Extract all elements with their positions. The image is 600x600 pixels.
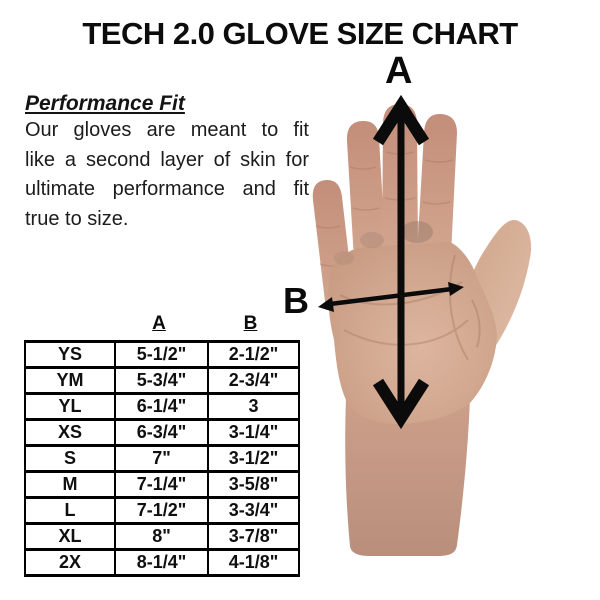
arrow-a <box>372 94 430 430</box>
table-row: L 7-1/2" 3-3/4" <box>24 496 300 525</box>
b-cell: 4-1/8" <box>207 548 300 577</box>
size-cell: M <box>24 470 116 499</box>
a-cell: 7-1/4" <box>114 470 209 499</box>
table-row: 2X 8-1/4" 4-1/8" <box>24 548 300 577</box>
table-column-header-a: A <box>152 313 166 334</box>
table-row: YL 6-1/4" 3 <box>24 392 300 421</box>
size-cell: L <box>24 496 116 525</box>
size-cell: YS <box>24 340 116 369</box>
pinky-finger <box>312 179 355 310</box>
hand-fingers <box>312 104 457 310</box>
length-label-a: A <box>385 50 413 92</box>
size-cell: 2X <box>24 548 116 577</box>
intro-paragraph: Our gloves are meant to fit like a secon… <box>25 116 309 234</box>
size-cell: XS <box>24 418 116 447</box>
b-cell: 3 <box>207 392 300 421</box>
a-cell: 7" <box>114 444 209 473</box>
intro-line: true to size. <box>25 207 129 230</box>
a-cell: 5-3/4" <box>114 366 209 395</box>
a-cell: 5-1/2" <box>114 340 209 369</box>
table-row: YM 5-3/4" 2-3/4" <box>24 366 300 395</box>
size-cell: YL <box>24 392 116 421</box>
index-finger <box>417 113 457 255</box>
b-cell: 3-3/4" <box>207 496 300 525</box>
finger-creases <box>315 151 454 267</box>
thumb <box>462 219 532 361</box>
size-cell: YM <box>24 366 116 395</box>
palm <box>328 242 497 424</box>
width-label-b: B <box>283 280 309 321</box>
palm-creases <box>339 254 481 361</box>
b-cell: 2-3/4" <box>207 366 300 395</box>
a-cell: 8-1/4" <box>114 548 209 577</box>
table-column-header-b: B <box>243 313 258 334</box>
wrist <box>345 398 470 556</box>
arrow-b <box>318 282 464 312</box>
performance-fit-heading: Performance Fit <box>25 92 185 115</box>
middle-finger <box>382 104 418 255</box>
b-cell: 3-1/2" <box>207 444 300 473</box>
size-cell: S <box>24 444 116 473</box>
page-title: TECH 2.0 GLOVE SIZE CHART <box>82 16 518 51</box>
palm-shadows <box>334 221 433 265</box>
table-row: YS 5-1/2" 2-1/2" <box>24 340 300 369</box>
intro-line: Our gloves are meant to fit <box>25 119 309 141</box>
a-cell: 6-3/4" <box>114 418 209 447</box>
table-row: XS 6-3/4" 3-1/4" <box>24 418 300 447</box>
table-row: S 7" 3-1/2" <box>24 444 300 473</box>
table-row: M 7-1/4" 3-5/8" <box>24 470 300 499</box>
b-cell: 3-7/8" <box>207 522 300 551</box>
intro-line: ultimate performance and fit <box>25 178 309 200</box>
b-cell: 3-5/8" <box>207 470 300 499</box>
a-cell: 6-1/4" <box>114 392 209 421</box>
table-row: XL 8" 3-7/8" <box>24 522 300 551</box>
a-cell: 7-1/2" <box>114 496 209 525</box>
intro-line: like a second layer of skin for <box>25 148 309 171</box>
b-cell: 3-1/4" <box>207 418 300 447</box>
size-table: YS 5-1/2" 2-1/2" YM 5-3/4" 2-3/4" YL 6-1… <box>24 340 300 577</box>
ring-finger <box>346 120 386 261</box>
b-cell: 2-1/2" <box>207 340 300 369</box>
size-cell: XL <box>24 522 116 551</box>
a-cell: 8" <box>114 522 209 551</box>
